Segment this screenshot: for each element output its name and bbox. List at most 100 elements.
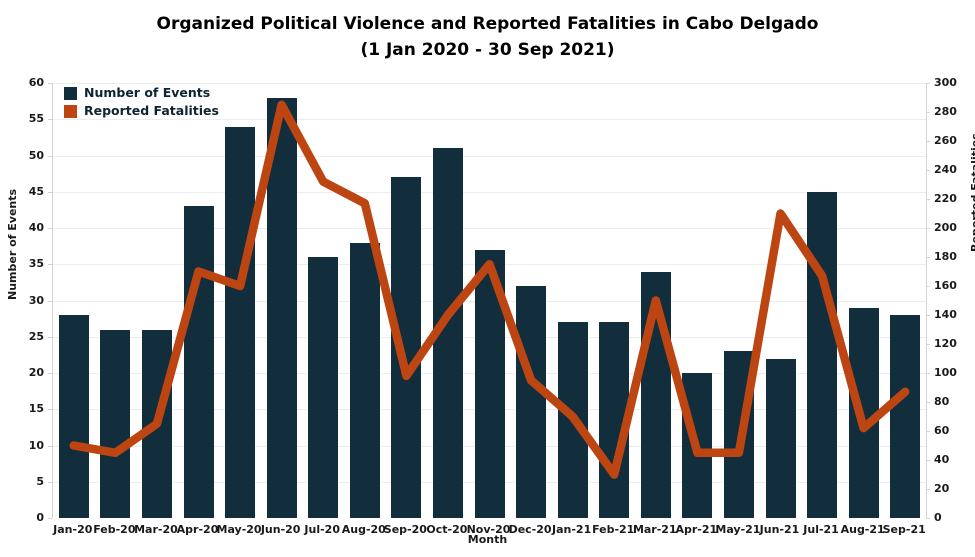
fatalities-polyline	[69, 100, 910, 479]
right-tick-200: 200	[934, 221, 957, 234]
fatalities-line	[69, 100, 910, 479]
chart-subtitle: (1 Jan 2020 - 30 Sep 2021)	[360, 40, 615, 60]
left-tickmark	[48, 155, 52, 157]
bar-Sep-21	[890, 315, 921, 518]
left-tickmark	[48, 300, 52, 302]
left-tickmark	[48, 264, 52, 266]
left-tickmark	[48, 191, 52, 193]
legend-item-fatalities: Reported Fatalities	[64, 104, 219, 118]
left-tick-50: 50	[28, 148, 44, 162]
left-tick-30: 30	[28, 293, 44, 307]
right-tick-280: 280	[934, 105, 957, 118]
right-tickmark	[926, 373, 930, 374]
left-tick-45: 45	[28, 184, 44, 198]
x-tick-Jul-20: Jul-20	[304, 523, 340, 536]
x-tick-Apr-20: Apr-20	[176, 523, 219, 536]
right-tickmark	[926, 460, 930, 461]
right-tick-300: 300	[934, 76, 957, 89]
bar-Jun-20	[266, 97, 297, 518]
x-tick-Mar-21: Mar-21	[632, 523, 677, 536]
right-tickmark	[926, 402, 930, 403]
right-tick-240: 240	[934, 163, 957, 176]
x-tick-Aug-21: Aug-21	[840, 523, 885, 536]
right-tick-160: 160	[934, 279, 957, 292]
x-tick-Sep-21: Sep-21	[882, 523, 926, 536]
right-tickmark	[926, 199, 930, 200]
gridline	[53, 228, 926, 229]
plot-area: Number of Events Reported Fatalities	[52, 83, 927, 518]
right-tickmark	[926, 315, 930, 316]
right-tick-20: 20	[934, 482, 950, 495]
x-tick-Aug-20: Aug-20	[341, 523, 386, 536]
left-tickmark	[48, 83, 52, 84]
right-tick-0: 0	[934, 511, 942, 524]
gridline	[53, 191, 926, 193]
bar-Jul-20	[308, 257, 339, 518]
right-tickmark	[926, 518, 930, 519]
events-legend-label: Number of Events	[84, 85, 211, 100]
right-tickmark	[926, 344, 930, 345]
gridline	[53, 155, 926, 157]
legend-item-events: Number of Events	[64, 86, 219, 100]
left-tick-60: 60	[28, 76, 44, 89]
x-tick-Jul-21: Jul-21	[803, 523, 839, 536]
x-tick-May-21: May-21	[715, 523, 761, 536]
x-tick-Jun-20: Jun-20	[260, 523, 301, 536]
x-tick-Jun-21: Jun-21	[759, 523, 800, 536]
left-tick-55: 55	[28, 112, 44, 126]
left-tick-25: 25	[28, 329, 44, 343]
x-tick-May-20: May-20	[216, 523, 262, 536]
x-tick-Dec-20: Dec-20	[508, 523, 552, 536]
x-tick-Apr-21: Apr-21	[675, 523, 718, 536]
x-tick-Jan-20: Jan-20	[53, 523, 93, 536]
x-tick-Feb-21: Feb-21	[592, 523, 635, 536]
right-tick-80: 80	[934, 395, 950, 408]
right-tickmark	[926, 170, 930, 171]
left-tickmark	[48, 518, 52, 519]
left-tickmark	[48, 373, 52, 374]
right-tickmark	[926, 141, 930, 142]
left-tick-10: 10	[28, 438, 44, 452]
left-tick-40: 40	[28, 221, 44, 234]
bar-Aug-20	[349, 242, 380, 518]
bar-May-20	[225, 126, 256, 518]
right-tickmark	[926, 83, 930, 84]
right-tick-60: 60	[934, 424, 950, 437]
fatalities-legend-label: Reported Fatalities	[84, 103, 219, 118]
right-tickmark	[926, 431, 930, 432]
events-legend-swatch	[64, 86, 77, 100]
left-tickmark	[48, 481, 52, 483]
right-tickmark	[926, 257, 930, 258]
bar-Jun-21	[765, 358, 796, 518]
left-tick-5: 5	[36, 474, 44, 488]
right-axis-title: Reported Fatalities	[969, 133, 975, 252]
x-tick-Oct-20: Oct-20	[426, 523, 468, 536]
x-axis-title: Month	[467, 533, 508, 546]
left-tickmark	[48, 336, 52, 338]
left-tick-20: 20	[28, 366, 44, 379]
left-axis-title: Number of Events	[6, 188, 19, 300]
left-tick-15: 15	[28, 402, 44, 416]
right-tick-260: 260	[934, 134, 957, 147]
legend: Number of Events Reported Fatalities	[64, 86, 219, 122]
gridline	[53, 83, 926, 84]
x-tick-Nov-20: Nov-20	[466, 523, 511, 536]
right-tickmark	[926, 228, 930, 229]
right-tickmark	[926, 286, 930, 287]
right-tick-180: 180	[934, 250, 957, 263]
bar-Jul-21	[807, 191, 838, 518]
fatalities-legend-swatch	[64, 104, 77, 118]
bar-Apr-20	[183, 206, 214, 518]
right-tick-40: 40	[934, 453, 950, 466]
bar-Feb-20	[100, 329, 131, 518]
bar-Jan-20	[58, 315, 89, 518]
bar-Dec-20	[516, 286, 547, 518]
x-tick-Jan-21: Jan-21	[552, 523, 592, 536]
x-tick-Mar-20: Mar-20	[134, 523, 178, 536]
left-tick-35: 35	[28, 257, 44, 271]
chart-title: Organized Political Violence and Reporte…	[156, 14, 819, 34]
left-tickmark	[48, 445, 52, 447]
left-tickmark	[48, 228, 52, 229]
right-tick-220: 220	[934, 192, 957, 205]
